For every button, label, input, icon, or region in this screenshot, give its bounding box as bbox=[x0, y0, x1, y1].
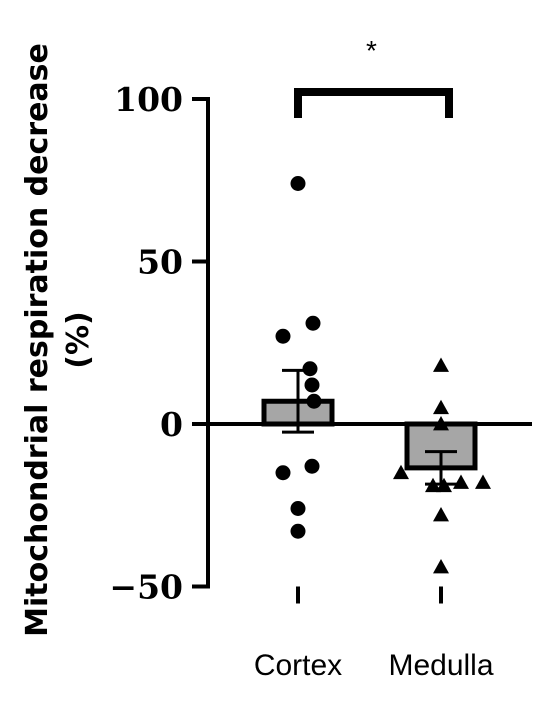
y-tick-label: 0 bbox=[160, 405, 183, 444]
data-point bbox=[475, 474, 491, 489]
data-point bbox=[436, 477, 452, 493]
data-point bbox=[302, 361, 318, 377]
axes bbox=[206, 97, 532, 604]
data-point bbox=[425, 477, 441, 493]
data-point bbox=[433, 507, 449, 522]
y-tick-label: 50 bbox=[137, 243, 183, 282]
data-point bbox=[290, 501, 306, 516]
data-point bbox=[453, 474, 469, 489]
x-category-label: Cortex bbox=[254, 649, 342, 682]
data-point bbox=[290, 523, 306, 539]
data-point bbox=[306, 393, 322, 409]
data-point bbox=[433, 357, 449, 372]
x-category-label: Medulla bbox=[388, 649, 493, 682]
data-point bbox=[304, 458, 320, 474]
data-point bbox=[393, 464, 409, 480]
data-point bbox=[275, 328, 291, 344]
data-point bbox=[433, 559, 449, 574]
y-axis-title-line1: Mitochondrial respiration decrease bbox=[20, 43, 55, 637]
y-tick-label: 100 bbox=[114, 80, 183, 119]
data-point bbox=[290, 176, 306, 191]
y-axis-ticks: −50 0 50 100 bbox=[109, 80, 208, 607]
data-point bbox=[304, 377, 320, 393]
significance-label: * bbox=[366, 35, 377, 66]
significance-bracket-line bbox=[294, 88, 453, 118]
y-axis-title: Mitochondrial respiration decrease (%) bbox=[20, 43, 96, 637]
y-axis-title-line2: (%) bbox=[61, 311, 96, 368]
x-axis-categories: Cortex Medulla bbox=[254, 649, 494, 682]
data-point bbox=[433, 399, 449, 415]
data-points bbox=[275, 176, 491, 574]
data-point bbox=[305, 315, 321, 331]
y-tick-label: −50 bbox=[109, 568, 183, 607]
significance-bracket: * bbox=[294, 35, 453, 118]
data-point bbox=[275, 465, 291, 481]
